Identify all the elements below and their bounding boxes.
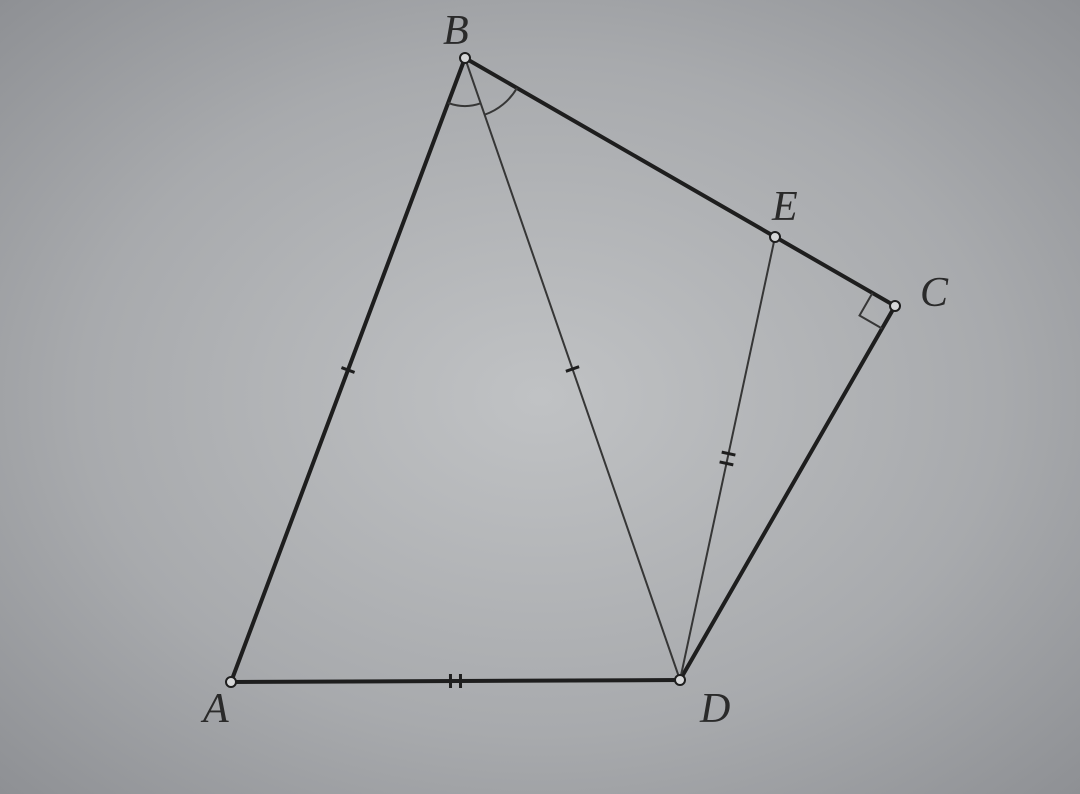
angle-arc-B [448, 103, 481, 106]
label-B: B [443, 8, 469, 54]
edge-CD [680, 306, 895, 680]
label-A: A [200, 686, 229, 732]
tick-mark [720, 462, 734, 465]
tick-mark [722, 452, 736, 455]
vertex-E [770, 232, 780, 242]
edge-ED [680, 237, 775, 680]
angle-arc-B [485, 88, 517, 115]
edge-DA [231, 680, 680, 682]
edge-BC [465, 58, 895, 306]
label-D: D [699, 686, 730, 732]
vertex-C [890, 301, 900, 311]
label-C: C [920, 270, 949, 316]
vertex-B [460, 53, 470, 63]
geometry-diagram: A B C D E [0, 0, 1080, 794]
vertex-D [675, 675, 685, 685]
label-E: E [771, 184, 798, 230]
